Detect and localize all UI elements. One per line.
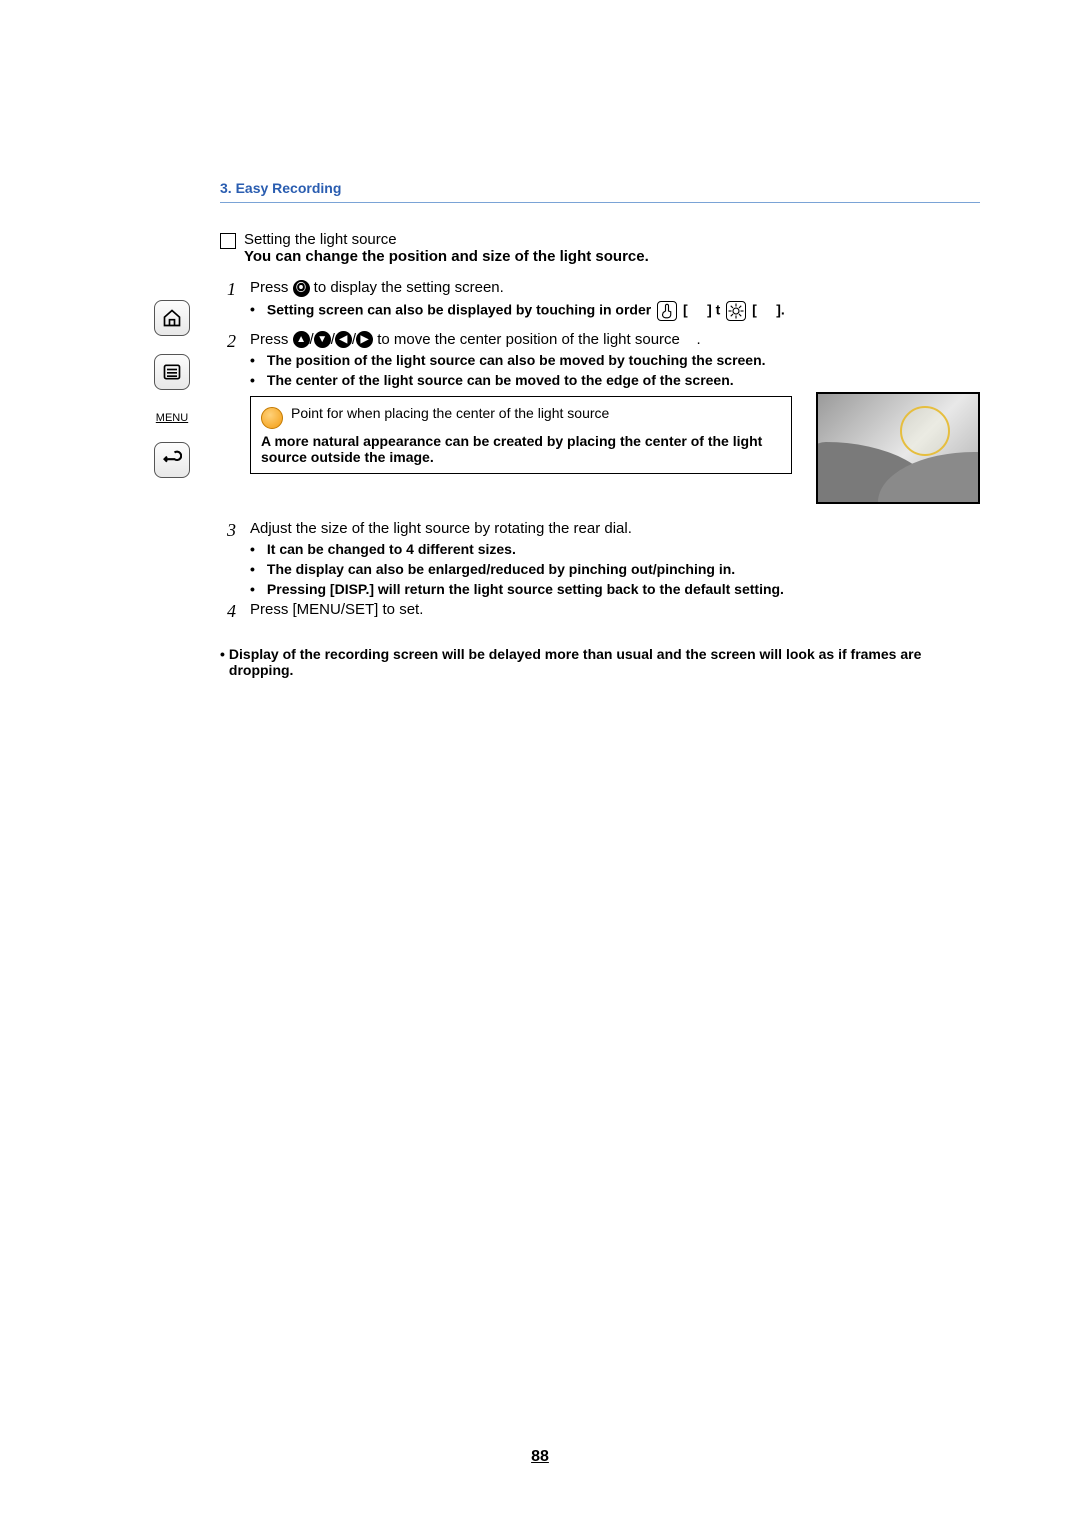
left-glyph: ◀ (335, 331, 352, 348)
tip-box: Point for when placing the center of the… (250, 396, 792, 474)
tip-line1: Point for when placing the center of the… (291, 405, 609, 421)
menu-label[interactable]: MENU (156, 412, 188, 424)
example-figure (816, 392, 980, 504)
effect-icon (726, 301, 746, 321)
step2-text-c: . (697, 331, 701, 348)
step4-text: Press [MENU/SET] to set. (250, 601, 980, 622)
section-marker (220, 233, 236, 249)
bullet-dot (250, 581, 259, 597)
bullet-dot (250, 301, 259, 321)
bullet-dot (250, 541, 259, 557)
touch-icon (657, 301, 677, 321)
step1-bullet-c: ] t (707, 301, 720, 317)
home-icon[interactable] (154, 300, 190, 336)
back-icon[interactable] (154, 442, 190, 478)
step3-bullet1: It can be changed to 4 different sizes. (267, 541, 516, 557)
tip-icon (261, 407, 283, 429)
step2-bullet2: The center of the light source can be mo… (267, 372, 734, 388)
button-glyph: ⦿ (293, 280, 310, 297)
list-icon[interactable] (154, 354, 190, 390)
step-num: 3 (220, 520, 236, 597)
step2-text-a: Press (250, 331, 293, 348)
step1-text-b: to display the setting screen. (310, 279, 504, 296)
step2-bullet1: The position of the light source can als… (267, 352, 766, 368)
up-glyph: ▲ (293, 331, 310, 348)
step1-bullet-b: [ (683, 301, 688, 317)
step3-text: Adjust the size of the light source by r… (250, 520, 980, 537)
step1-bullet-d: [ (752, 301, 757, 317)
footnote-text: Display of the recording screen will be … (229, 646, 980, 678)
step1-bullet-a: Setting screen can also be displayed by … (267, 301, 651, 317)
bullet-dot (250, 372, 259, 388)
chapter-num: 3. (220, 180, 232, 196)
down-glyph: ▼ (314, 331, 331, 348)
subheading-desc: You can change the position and size of … (244, 248, 649, 265)
chapter-heading: 3. Easy Recording (220, 180, 980, 203)
page-number: 88 (0, 1448, 1080, 1466)
step1-text-a: Press (250, 279, 293, 296)
right-glyph: ▶ (356, 331, 373, 348)
bullet-dot (250, 352, 259, 368)
footnote-bullet: • (220, 646, 225, 678)
subheading-title: Setting the light source (244, 231, 649, 248)
tip-line2: A more natural appearance can be created… (261, 433, 781, 465)
step2-text-b: to move the center position of the light… (373, 331, 680, 348)
step-num: 2 (220, 331, 236, 513)
step-num: 4 (220, 601, 236, 622)
step3-bullet3: Pressing [DISP.] will return the light s… (267, 581, 784, 597)
step3-bullet2: The display can also be enlarged/reduced… (267, 561, 735, 577)
step-num: 1 (220, 279, 236, 321)
bullet-dot (250, 561, 259, 577)
step1-bullet-e: ]. (776, 301, 785, 317)
chapter-title: Easy Recording (236, 180, 342, 196)
